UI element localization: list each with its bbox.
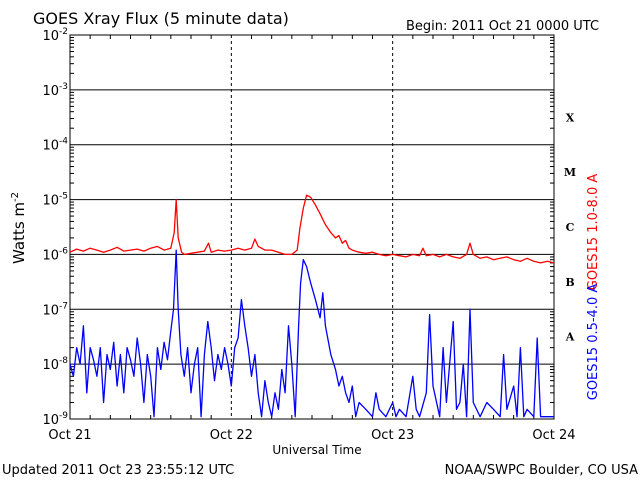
flare-class-label: A <box>565 331 575 344</box>
y-tick-label: 10-4 <box>42 137 68 154</box>
y-tick-label: 10-6 <box>42 246 68 263</box>
chart-title: GOES Xray Flux (5 minute data) <box>33 9 289 28</box>
flare-class-label: C <box>566 221 575 234</box>
y-tick-label: 10-9 <box>42 411 68 428</box>
series-line-short-wave <box>69 249 554 418</box>
y-tick-label: 10-5 <box>42 192 68 209</box>
y-tick-labels: 10-9 10-8 10-7 10-6 10-5 10-4 10-3 10-2 <box>42 27 68 428</box>
y-tick-label: 10-8 <box>42 356 68 373</box>
legend-red: GOES15 1.0-8.0 A <box>586 174 601 291</box>
grid-layer <box>70 35 554 419</box>
series-layer <box>69 194 555 418</box>
y-tick-label: 10-3 <box>42 82 68 99</box>
x-tick-label: Oct 21 <box>48 428 91 443</box>
y-tick-label: 10-7 <box>42 301 68 318</box>
flare-class-labels: A B C M X <box>564 111 576 343</box>
x-tick-label: Oct 22 <box>210 428 253 443</box>
x-tick-labels: Oct 21 Oct 22 Oct 23 Oct 24 <box>48 428 575 443</box>
flare-class-label: M <box>564 166 576 179</box>
legend-blue: GOES15 0.5-4.0 A <box>586 284 601 401</box>
legend-red-label: GOES15 1.0-8.0 A <box>586 174 601 291</box>
y-tick-label: 10-2 <box>42 27 68 44</box>
flare-class-label: B <box>565 276 574 289</box>
legend-blue-label: GOES15 0.5-4.0 A <box>586 284 601 401</box>
svg-text:Watts m-2: Watts m-2 <box>10 192 28 264</box>
flare-class-label: X <box>566 111 575 124</box>
credit-text: NOAA/SWPC Boulder, CO USA <box>445 463 638 478</box>
y-axis-label-sup: -2 <box>10 192 21 202</box>
plot-frame <box>69 34 555 420</box>
x-tick-label: Oct 23 <box>371 428 414 443</box>
x-tick-label: Oct 24 <box>532 428 575 443</box>
x-axis-label: Universal Time <box>272 443 361 457</box>
begin-timestamp: Begin: 2011 Oct 21 0000 UTC <box>406 19 599 34</box>
updated-timestamp: Updated 2011 Oct 23 23:55:12 UTC <box>2 463 234 478</box>
series-line-long-wave <box>69 194 555 264</box>
y-axis-label: Watts m-2 <box>10 192 28 264</box>
y-axis-label-main: Watts m <box>10 202 28 264</box>
